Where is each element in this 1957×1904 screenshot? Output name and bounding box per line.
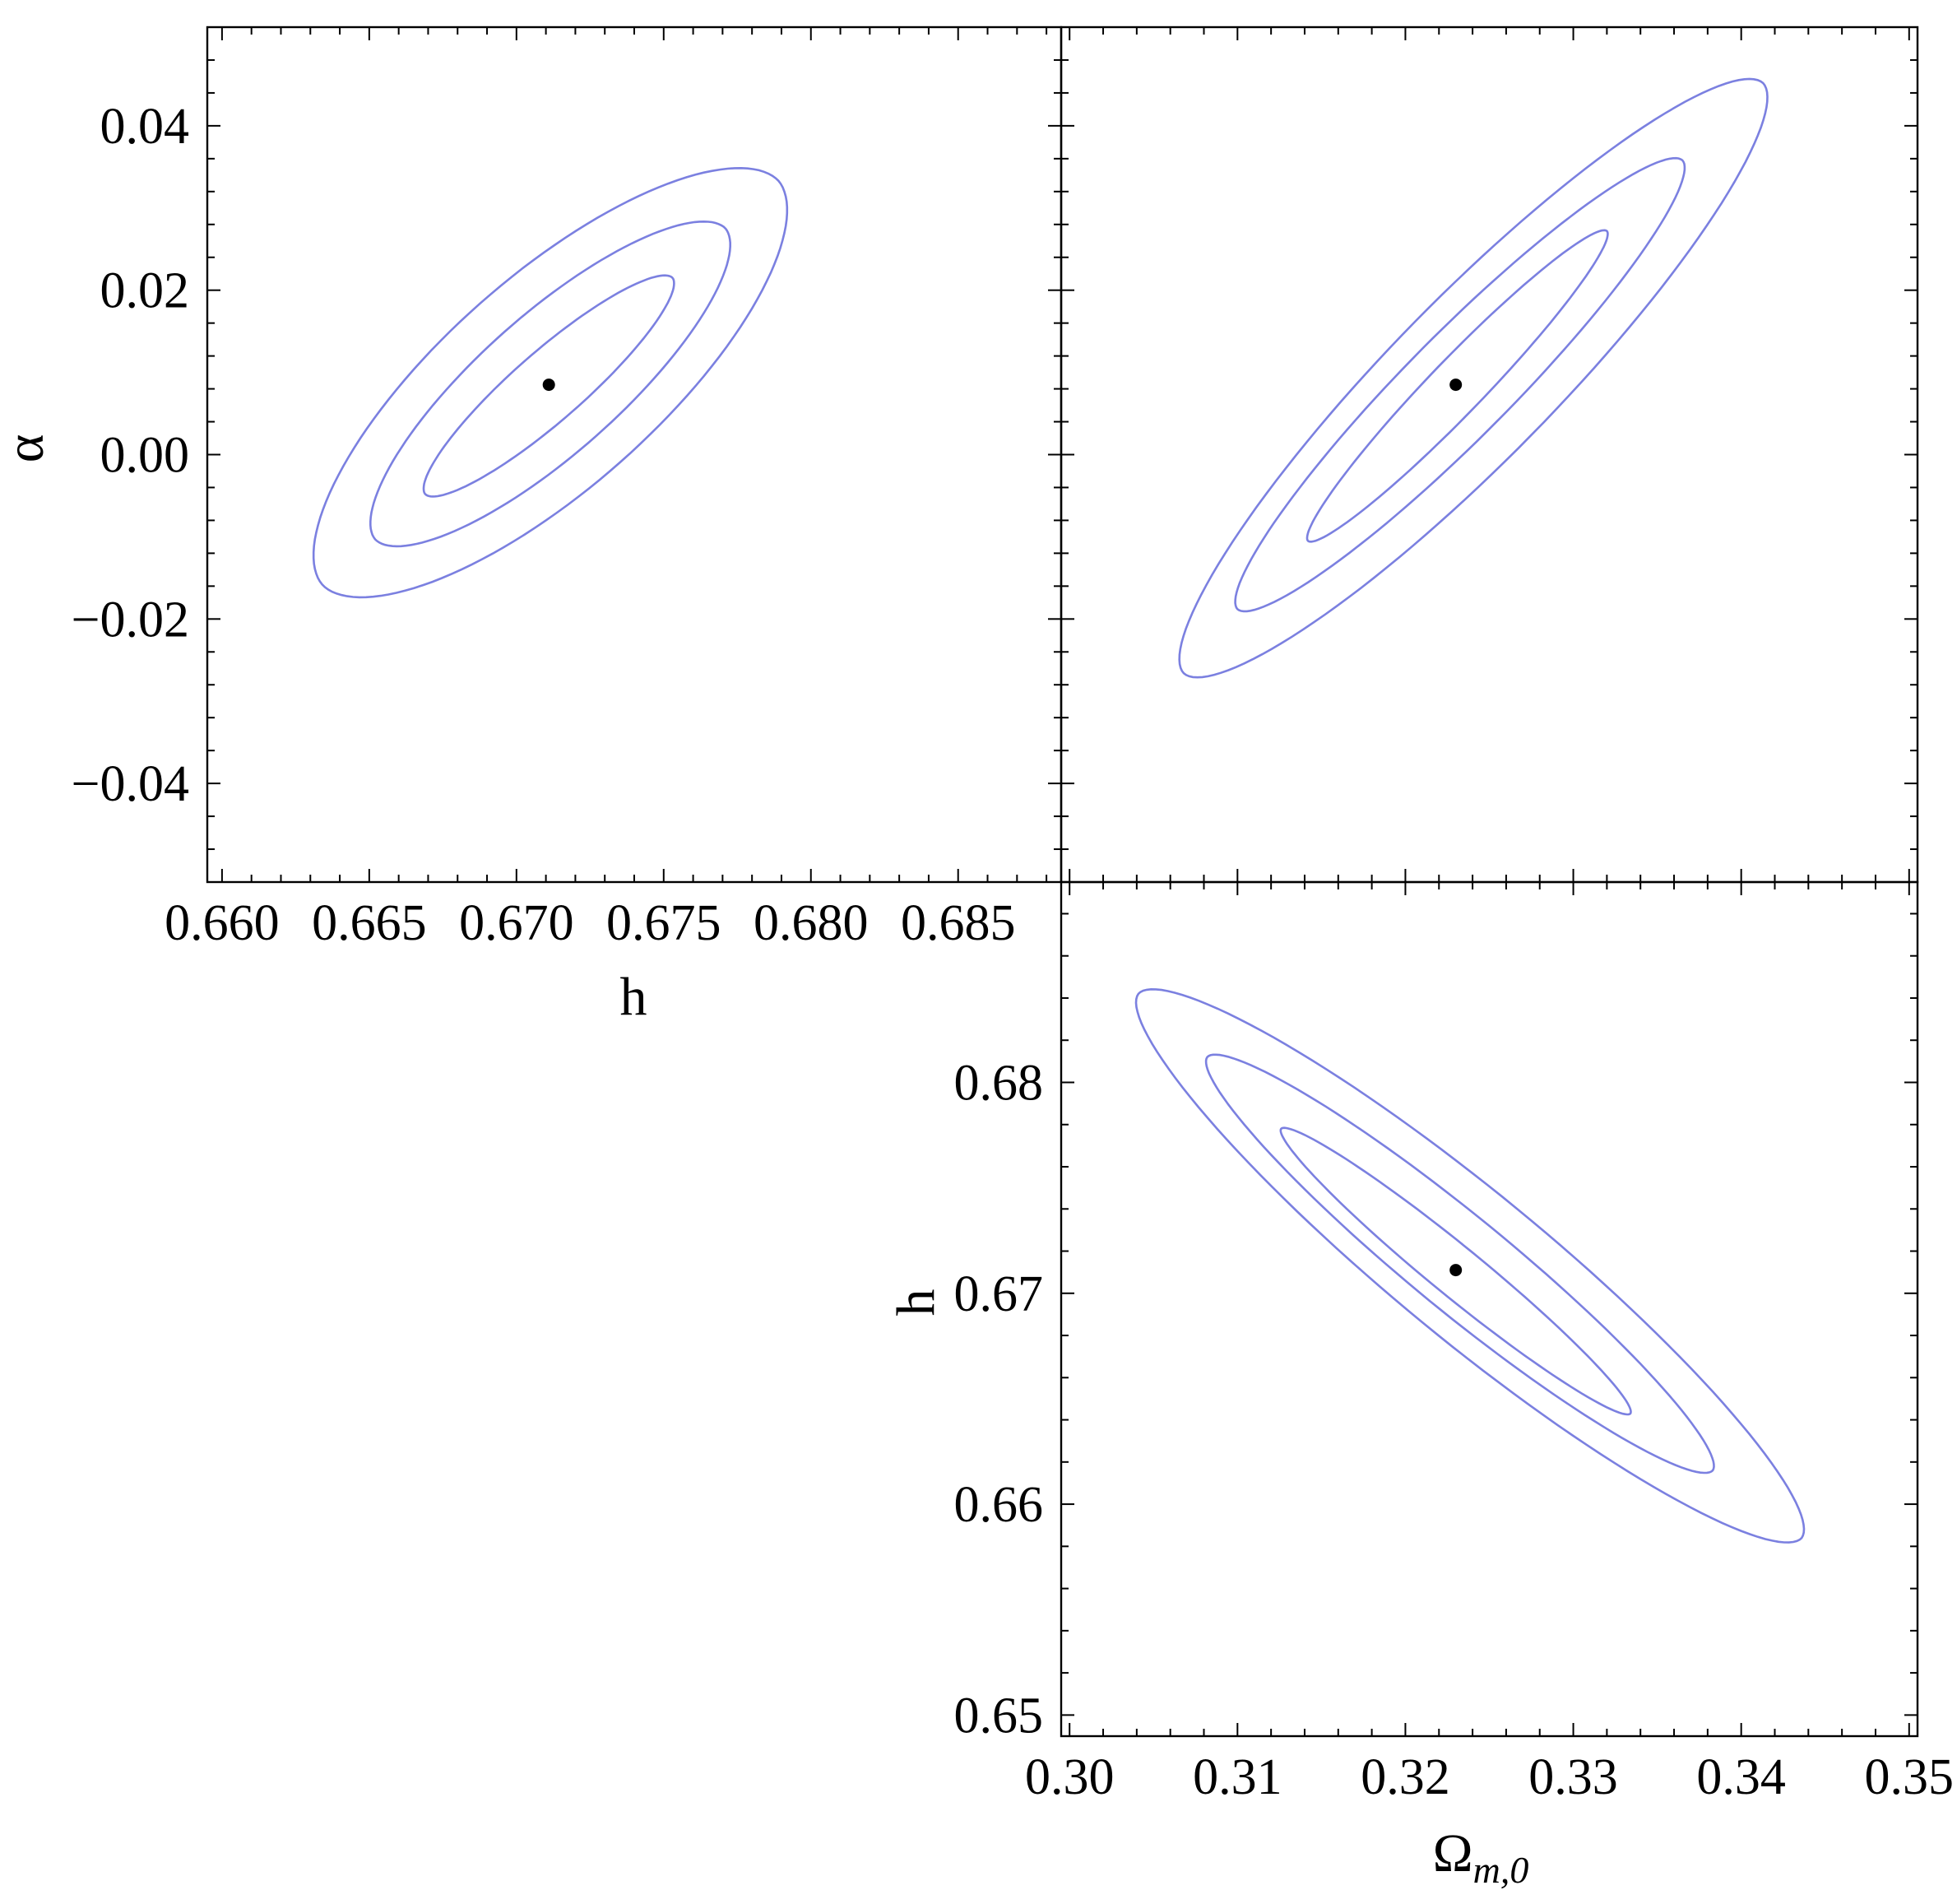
y-axis-title-alpha: α xyxy=(0,434,55,463)
panel-frame-h-omega xyxy=(1060,880,1919,1738)
panel-frame-alpha-h xyxy=(206,26,1063,884)
contour-level-3 xyxy=(1134,987,1806,1544)
contour-level-1 xyxy=(1305,229,1609,543)
best-fit-point xyxy=(1449,378,1463,392)
omega-base: Ω xyxy=(1433,1823,1473,1883)
y-axis-title-h: h xyxy=(886,1289,946,1317)
y-tick-label: 0.65 xyxy=(954,1688,1044,1744)
x-tick-label: 0.30 xyxy=(1025,1749,1115,1805)
best-fit-point xyxy=(1449,1264,1463,1277)
x-tick-label: 0.685 xyxy=(901,895,1016,951)
contour-level-1 xyxy=(1279,1126,1632,1416)
x-tick-label: 0.665 xyxy=(312,895,427,951)
contour-level-2 xyxy=(369,220,732,548)
x-tick-label: 0.34 xyxy=(1696,1749,1786,1805)
panel-h-omega-contours xyxy=(1134,987,1806,1544)
y-tick-label: 0.04 xyxy=(100,99,190,155)
omega-subscript: m,0 xyxy=(1473,1849,1529,1891)
contour-level-3 xyxy=(312,166,789,599)
panel-alpha-omega-ticks xyxy=(1061,26,1918,883)
panel-frame-alpha-omega xyxy=(1060,26,1919,884)
x-tick-label: 0.31 xyxy=(1193,1749,1282,1805)
x-tick-label: 0.33 xyxy=(1528,1749,1618,1805)
y-tick-label: 0.00 xyxy=(100,428,190,484)
contour-level-1 xyxy=(422,274,675,498)
panel-h-omega-ticks: 0.30 0.31 0.32 0.33 0.34 0.35 0.65 0.66 0.67 0.68 xyxy=(954,882,1955,1805)
contour-level-2 xyxy=(1234,156,1686,613)
y-tick-label: 0.66 xyxy=(954,1477,1044,1533)
panel-alpha-h-ticks: 0.660 0.665 0.670 0.675 0.680 0.685 −0.04 −0.02… xyxy=(72,26,1061,951)
x-axis-title-h: h xyxy=(620,967,647,1027)
panel-alpha-omega-contours xyxy=(1178,77,1769,679)
y-tick-label: 0.67 xyxy=(954,1266,1044,1322)
contour-level-2 xyxy=(1204,1053,1715,1474)
contour-level-3 xyxy=(1178,77,1769,679)
x-tick-label: 0.680 xyxy=(754,895,869,951)
panel-alpha-h-contours xyxy=(312,166,789,599)
y-tick-label: 0.02 xyxy=(100,263,190,319)
x-tick-label: 0.675 xyxy=(606,895,721,951)
y-tick-label: −0.02 xyxy=(72,592,189,648)
best-fit-point xyxy=(542,378,555,392)
x-tick-label: 0.32 xyxy=(1361,1749,1450,1805)
x-tick-label: 0.35 xyxy=(1865,1749,1955,1805)
x-axis-title-omega: Ωm,0 xyxy=(1433,1823,1529,1891)
x-tick-label: 0.670 xyxy=(459,895,574,951)
y-tick-label: 0.68 xyxy=(954,1055,1044,1111)
x-tick-label: 0.660 xyxy=(165,895,280,951)
y-tick-label: −0.04 xyxy=(72,756,189,812)
